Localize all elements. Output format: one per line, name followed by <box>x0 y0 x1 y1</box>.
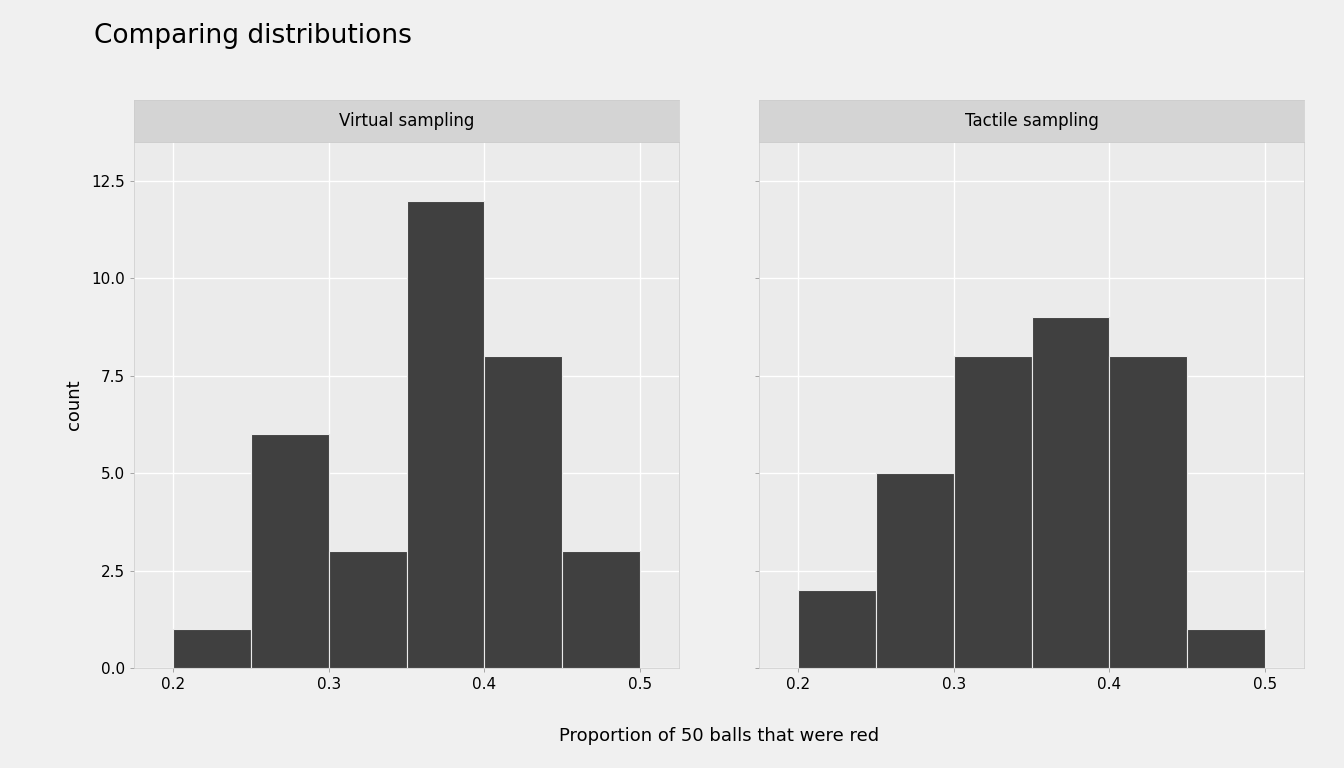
Bar <box>562 551 640 668</box>
Bar <box>251 435 329 668</box>
Bar <box>406 200 484 668</box>
Text: Virtual sampling: Virtual sampling <box>339 112 474 130</box>
Bar <box>1109 356 1187 668</box>
Bar <box>173 629 251 668</box>
Bar <box>484 356 562 668</box>
Text: Proportion of 50 balls that were red: Proportion of 50 balls that were red <box>559 727 879 745</box>
Bar <box>1187 629 1265 668</box>
Bar <box>798 591 876 668</box>
Bar <box>876 473 954 668</box>
Bar <box>954 356 1032 668</box>
Bar <box>329 551 407 668</box>
Bar <box>1032 317 1109 668</box>
Text: Comparing distributions: Comparing distributions <box>94 23 413 49</box>
Y-axis label: count: count <box>66 380 83 430</box>
Text: Tactile sampling: Tactile sampling <box>965 112 1098 130</box>
